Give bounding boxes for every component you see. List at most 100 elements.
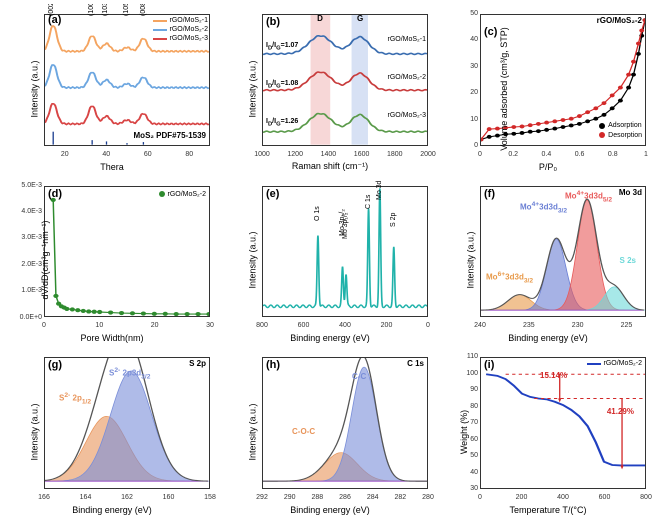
y-tick: 1.0E-3 — [18, 287, 42, 294]
x-tick: 280 — [420, 494, 436, 501]
peak-label: (105) — [123, 4, 130, 16]
y-tick: 50 — [454, 452, 478, 459]
y-tick: 40 — [454, 36, 478, 43]
y-tick: 100 — [454, 370, 478, 377]
x-tick: 225 — [618, 322, 634, 329]
y-tick: 2.0E-3 — [18, 261, 42, 268]
x-tick: 1 — [638, 151, 654, 158]
legend-label: rGO/MoS₂-2 — [170, 25, 209, 34]
x-tick: 30 — [202, 322, 218, 329]
y-tick: 50 — [454, 10, 478, 17]
y-axis-label: Weight (%) — [459, 410, 469, 454]
component-label: C-O-C — [292, 427, 315, 436]
panel-letter: (f) — [484, 188, 495, 200]
panel-letter: (g) — [48, 359, 62, 371]
y-tick: 40 — [454, 469, 478, 476]
x-tick: 160 — [161, 494, 177, 501]
x-axis-label: Binding energy (eV) — [290, 333, 370, 343]
y-tick: 30 — [454, 63, 478, 70]
y-tick: 60 — [454, 436, 478, 443]
component-label: Mo6+3d3d3/2 — [486, 271, 533, 284]
panel-d: dV/dD(cm³g⁻¹nm⁻¹)Pore Width(nm)(d)010203… — [4, 176, 220, 346]
y-tick: 3.0E-3 — [18, 234, 42, 241]
x-tick: 290 — [282, 494, 298, 501]
y-tick: 110 — [454, 353, 478, 360]
panel-letter: (e) — [266, 188, 279, 200]
y-axis-label: Volume adsorbed (cm³/g, STP) — [499, 27, 509, 151]
x-tick: 400 — [555, 494, 571, 501]
peak-label: (103) — [102, 4, 109, 16]
panel-letter: (h) — [266, 359, 280, 371]
component-label: Mo4+3d3d5/2 — [565, 190, 612, 203]
x-tick: 60 — [140, 151, 156, 158]
component-label: S2- 2p1/2 — [59, 392, 91, 405]
legend-label: rGO/MoS₂-3 — [170, 34, 209, 43]
y-tick: 80 — [454, 403, 478, 410]
y-axis-label: Intensity (a.u.) — [466, 232, 476, 289]
x-tick: 0.4 — [538, 151, 554, 158]
x-tick: 1800 — [387, 151, 403, 158]
panel-b: Intensity (a.u.) Raman shift (cm⁻¹) (b) 100… — [222, 4, 438, 174]
x-axis-label: Binding energy (eV) — [508, 333, 588, 343]
y-axis-label: Intensity (a.u.) — [248, 232, 258, 289]
panel-f: Intensity (a.u.) Binding energy (eV) (f) 24… — [440, 176, 656, 346]
x-tick: 20 — [57, 151, 73, 158]
x-axis-label: Binding energy (eV) — [290, 505, 370, 515]
panel-i: Weight (%)Temperature T/(°C)(i)020040060… — [440, 347, 656, 517]
x-tick: 164 — [78, 494, 94, 501]
x-tick: 0.8 — [605, 151, 621, 158]
x-axis-label: Pore Width(nm) — [80, 333, 143, 343]
x-axis-label: Raman shift (cm⁻¹) — [292, 161, 368, 172]
x-tick: 230 — [570, 322, 586, 329]
y-axis-label: Intensity (a.u.) — [30, 404, 40, 461]
y-tick: 10 — [454, 116, 478, 123]
x-tick: 292 — [254, 494, 270, 501]
panel-letter: (d) — [48, 188, 62, 200]
x-axis-label: Thera — [100, 162, 124, 172]
x-tick: 1600 — [354, 151, 370, 158]
y-tick: 90 — [454, 386, 478, 393]
x-tick: 200 — [379, 322, 395, 329]
peak-label: (008) — [140, 4, 147, 16]
x-tick: 284 — [365, 494, 381, 501]
x-tick: 40 — [98, 151, 114, 158]
y-axis-label: Intensity (a.u.) — [248, 404, 258, 461]
component-label: C-C — [352, 372, 366, 381]
panel-c: Volume adsorbed (cm³/g, STP)P/P₀(c)00.20… — [440, 4, 656, 174]
x-tick: 0.6 — [572, 151, 588, 158]
y-axis-label: Intensity (a.u.) — [248, 60, 258, 117]
y-tick: 0 — [454, 142, 478, 149]
component-label: Mo4+3d3d3/2 — [520, 201, 567, 214]
x-tick: 2000 — [420, 151, 436, 158]
figure-grid: Intensity (a.u.)Thera(a)20406080rGO/MoS₂… — [0, 0, 660, 521]
x-tick: 800 — [638, 494, 654, 501]
component-label: S 2s — [620, 256, 636, 265]
y-axis-label: Intensity (a.u.) — [30, 60, 40, 117]
x-tick: 1000 — [254, 151, 270, 158]
x-tick: 286 — [337, 494, 353, 501]
y-tick: 5.0E-3 — [18, 182, 42, 189]
y-tick: 70 — [454, 419, 478, 426]
x-tick: 282 — [392, 494, 408, 501]
x-tick: 235 — [521, 322, 537, 329]
y-tick: 0.0E+0 — [18, 314, 42, 321]
x-tick: 240 — [472, 322, 488, 329]
x-tick: 158 — [202, 494, 218, 501]
pdf-label: MoS₂ PDF#75-1539 — [134, 131, 206, 140]
y-tick: 30 — [454, 485, 478, 492]
panel-letter: (b) — [266, 16, 280, 28]
x-axis-label: Binding energy (eV) — [72, 505, 152, 515]
y-tick: 4.0E-3 — [18, 208, 42, 215]
panel-letter: (i) — [484, 359, 494, 371]
legend-label: rGO/MoS₂-1 — [170, 16, 209, 25]
panel-e: Intensity (a.u.) Binding energy (eV) (e) 80… — [222, 176, 438, 346]
x-axis-label: P/P₀ — [539, 162, 557, 172]
x-tick: 288 — [309, 494, 325, 501]
x-tick: 0 — [36, 322, 52, 329]
x-tick: 162 — [119, 494, 135, 501]
x-tick: 166 — [36, 494, 52, 501]
panel-h: Intensity (a.u.) Binding energy (eV) (h) 29… — [222, 347, 438, 517]
x-tick: 200 — [514, 494, 530, 501]
x-tick: 0.2 — [505, 151, 521, 158]
x-tick: 800 — [254, 322, 270, 329]
